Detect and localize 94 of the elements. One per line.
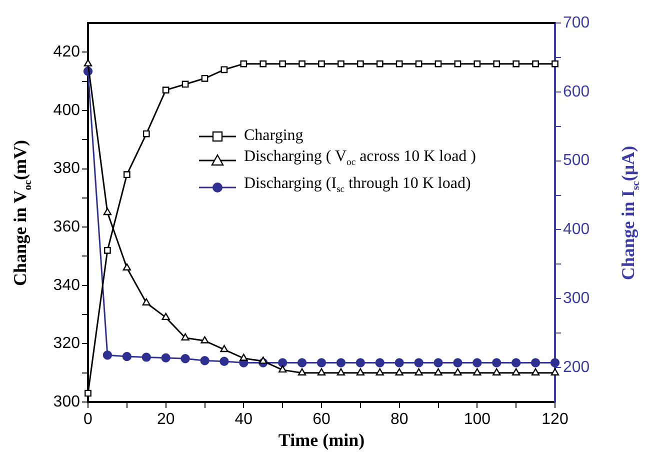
- y-tick-label: 360: [53, 218, 80, 236]
- point: [473, 368, 482, 376]
- point: [123, 171, 130, 178]
- point: [240, 354, 248, 361]
- point: [122, 263, 131, 270]
- point: [492, 368, 501, 376]
- y2-tick-label: 700: [563, 14, 590, 32]
- point: [511, 358, 521, 368]
- x-tick-label: 120: [542, 411, 568, 428]
- point: [161, 353, 170, 362]
- y2-tick-label: 300: [563, 290, 590, 308]
- x-tick-label: 100: [464, 411, 491, 428]
- point: [142, 298, 150, 306]
- point: [201, 74, 208, 82]
- point: [122, 352, 132, 362]
- point: [103, 208, 112, 216]
- point: [415, 60, 422, 68]
- point: [180, 354, 190, 364]
- point: [181, 333, 190, 340]
- point: [552, 60, 558, 68]
- y-tick-label: 300: [53, 393, 80, 410]
- point: [220, 344, 228, 352]
- point: [240, 60, 248, 68]
- point: [298, 60, 306, 68]
- x-axis-title: Time (min): [278, 430, 365, 451]
- y-tick-label: 340: [53, 276, 80, 294]
- x-tick-label: 40: [234, 411, 253, 428]
- point: [200, 336, 209, 344]
- point: [278, 358, 288, 368]
- x-tick-label: 20: [156, 411, 175, 428]
- y-tick-label: 400: [53, 102, 80, 119]
- point: [338, 60, 344, 68]
- point: [454, 368, 462, 376]
- point: [84, 390, 92, 397]
- y-tick-label: 420: [53, 44, 80, 61]
- point: [395, 368, 404, 376]
- point: [220, 66, 228, 74]
- x-tick-label: 80: [390, 411, 408, 428]
- point: [375, 358, 384, 368]
- point: [259, 356, 268, 364]
- point: [530, 358, 540, 368]
- y-tick-label: 380: [53, 160, 80, 178]
- x-tick-label: 0: [84, 411, 93, 428]
- point: [318, 60, 325, 68]
- point: [220, 356, 229, 366]
- point: [434, 60, 442, 68]
- point: [396, 60, 403, 68]
- point: [532, 60, 539, 68]
- point: [182, 80, 189, 88]
- point: [162, 312, 170, 320]
- point: [512, 60, 520, 68]
- legend-label: Charging: [244, 126, 304, 146]
- point: [434, 368, 442, 376]
- point: [336, 368, 346, 376]
- point: [297, 358, 307, 368]
- point: [298, 368, 306, 376]
- y-tick-label: 320: [53, 335, 80, 352]
- y2-tick-label: 200: [563, 358, 590, 376]
- point: [356, 358, 366, 368]
- point: [102, 350, 112, 360]
- point: [316, 358, 326, 368]
- point: [453, 358, 462, 368]
- point: [317, 368, 326, 376]
- point: [278, 365, 287, 373]
- point: [376, 368, 384, 376]
- point: [454, 60, 462, 68]
- point: [512, 368, 520, 376]
- point: [162, 86, 170, 94]
- point: [200, 356, 210, 366]
- x-tick-label: 60: [312, 411, 330, 428]
- point: [142, 352, 151, 362]
- legend-label: Discharging (I$_{sc}$ through 10 K load): [244, 174, 471, 198]
- y2-tick-label: 400: [563, 221, 590, 238]
- y2-tick-label: 500: [563, 152, 590, 170]
- point: [550, 358, 560, 368]
- point: [472, 358, 482, 368]
- point: [356, 60, 364, 68]
- point: [493, 60, 500, 68]
- point: [434, 358, 443, 368]
- legend-label: Discharging ( V$_{oc}$ across 10 K load ): [244, 147, 476, 170]
- point: [394, 358, 404, 368]
- point: [356, 368, 364, 376]
- point: [142, 130, 150, 138]
- point: [492, 358, 502, 368]
- point: [474, 60, 481, 68]
- point: [104, 246, 111, 254]
- point: [376, 60, 384, 68]
- point: [414, 358, 424, 368]
- point: [414, 368, 423, 376]
- point: [260, 60, 267, 68]
- point: [336, 358, 346, 368]
- point: [279, 60, 286, 68]
- point: [531, 368, 540, 376]
- y2-tick-label: 600: [563, 83, 590, 100]
